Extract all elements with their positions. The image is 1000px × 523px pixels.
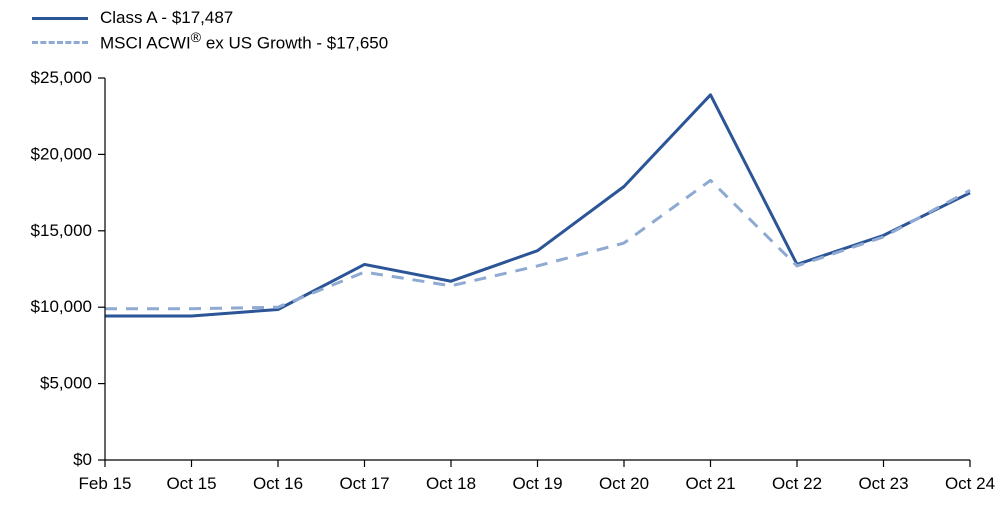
growth-chart: Class A - $17,487 MSCI ACWI® ex US Growt… [0,0,1000,523]
series-msci [105,180,970,308]
x-tick-label: Oct 24 [945,474,995,493]
y-tick-label: $25,000 [31,68,92,87]
legend: Class A - $17,487 MSCI ACWI® ex US Growt… [32,6,388,54]
legend-swatch-class-a [32,17,88,20]
legend-swatch-msci [32,41,88,44]
x-tick-label: Oct 18 [426,474,476,493]
y-tick-label: $15,000 [31,221,92,240]
y-tick-label: $10,000 [31,297,92,316]
x-tick-label: Oct 20 [599,474,649,493]
y-tick-label: $5,000 [40,374,92,393]
x-tick-label: Oct 22 [772,474,822,493]
x-tick-label: Oct 23 [858,474,908,493]
series-class_a [105,95,970,316]
x-tick-label: Oct 16 [253,474,303,493]
legend-label-class-a: Class A - $17,487 [100,8,233,28]
x-tick-label: Oct 19 [512,474,562,493]
legend-item-msci: MSCI ACWI® ex US Growth - $17,650 [32,30,388,54]
legend-label-msci: MSCI ACWI® ex US Growth - $17,650 [100,30,388,54]
x-tick-label: Oct 21 [685,474,735,493]
x-tick-label: Oct 15 [166,474,216,493]
y-tick-label: $20,000 [31,144,92,163]
y-tick-label: $0 [73,450,92,469]
x-tick-label: Oct 17 [339,474,389,493]
x-tick-label: Feb 15 [79,474,132,493]
legend-item-class-a: Class A - $17,487 [32,6,388,30]
chart-svg: $0 $5,000 $10,000 $15,000 $20,000 $25,000 Feb … [0,0,1000,523]
